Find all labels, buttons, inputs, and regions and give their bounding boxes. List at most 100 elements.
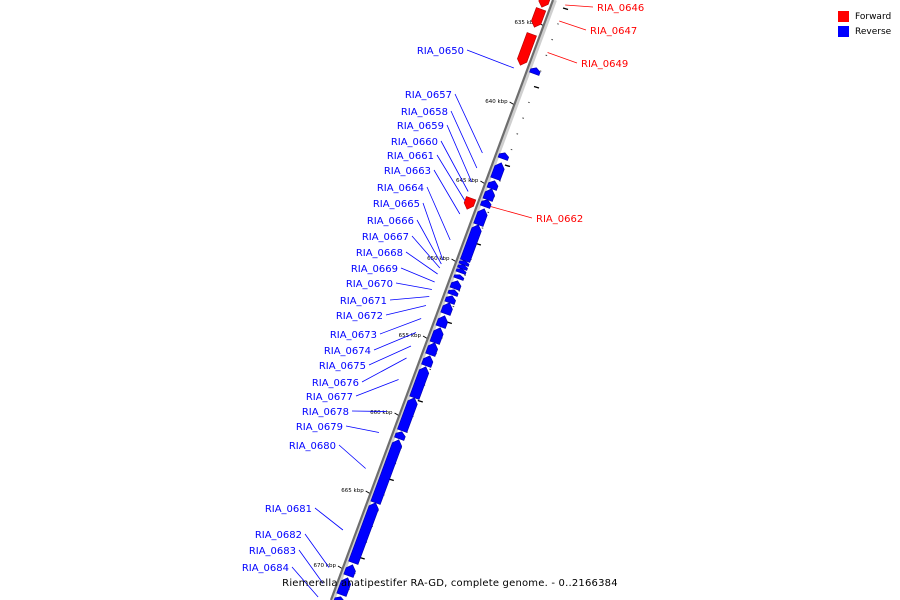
ruler-minor-tick (510, 148, 513, 151)
gene-label-RIA_0660: RIA_0660 (391, 137, 438, 148)
leader-RIA_0681 (314, 507, 344, 531)
gene-RIA_0672 (440, 302, 453, 316)
gene-labels: RIA_0646 RIA_0647 RIA_0649 RIA_0662 RIA_0650… (242, 3, 644, 574)
gene-RIA_0678 (397, 397, 418, 433)
gene-RIA_0650 (529, 67, 541, 76)
gene-label-RIA_0682: RIA_0682 (255, 530, 302, 541)
gene-RIA_0658 (490, 162, 505, 181)
ruler-label: 660 kbp (370, 410, 393, 416)
gene-label-RIA_0663: RIA_0663 (384, 166, 431, 177)
legend-forward: Forward (838, 9, 891, 24)
ruler-minor-tick (487, 211, 490, 214)
gene-RIA_0683 (336, 577, 352, 597)
ruler-minor-tick (551, 38, 554, 41)
gene-label-RIA_0647: RIA_0647 (590, 26, 637, 37)
ruler-minor-tick (516, 133, 519, 135)
gene-label-RIA_0657: RIA_0657 (405, 90, 452, 101)
ruler-minor-tick (464, 274, 466, 276)
leader-RIA_0665 (422, 202, 444, 261)
leader-RIA_0662 (490, 206, 533, 219)
legend-reverse: Reverse (838, 24, 891, 39)
ruler-minor-tick (452, 305, 455, 308)
ruler-minor-tick (539, 70, 542, 72)
leader-RIA_0683 (298, 549, 324, 584)
leader-RIA_0672 (385, 305, 427, 316)
leader-RIA_0647 (559, 20, 587, 31)
legend-forward-swatch (838, 11, 849, 22)
leader-RIA_0675 (368, 345, 412, 366)
ruler-label: 655 kbp (399, 333, 422, 339)
leader-RIA_0660 (440, 140, 469, 192)
gene-label-RIA_0664: RIA_0664 (377, 183, 424, 194)
leader-RIA_0684 (291, 566, 319, 598)
legend-forward-label: Forward (855, 11, 892, 22)
gene-label-RIA_0679: RIA_0679 (296, 422, 343, 433)
leader-RIA_0650 (466, 49, 514, 69)
gene-label-RIA_0669: RIA_0669 (351, 264, 398, 275)
legend-reverse-swatch (838, 26, 849, 37)
leader-RIA_0678 (351, 410, 387, 412)
gene-RIA_0682 (343, 564, 356, 578)
ruler-minor-tick (498, 180, 501, 182)
gene-RIA_0646 (538, 0, 551, 8)
leader-RIA_0673 (379, 318, 422, 335)
gene-RIA_0676 (421, 355, 434, 368)
gene-RIA_0667 (455, 268, 467, 275)
leader-RIA_0661 (436, 154, 466, 201)
backbone-shadow (331, 0, 557, 600)
ruler-label: 670 kbp (314, 563, 337, 569)
gene-RIA_0679 (394, 431, 406, 441)
gene-label-RIA_0667: RIA_0667 (362, 232, 409, 243)
gene-label-RIA_0683: RIA_0683 (249, 546, 296, 557)
ruler-minor-tick (481, 227, 484, 229)
gene-label-RIA_0646: RIA_0646 (597, 3, 644, 14)
leader-RIA_0669 (400, 267, 435, 283)
gene-label-RIA_0661: RIA_0661 (387, 151, 434, 162)
leader-RIA_0670 (395, 282, 432, 290)
ruler-minor-tick (522, 117, 525, 119)
gene-RIA_0662 (463, 196, 477, 210)
gene-RIA_0661 (479, 199, 492, 209)
backbone-line (329, 0, 555, 600)
legend-reverse-label: Reverse (855, 26, 892, 37)
gene-RIA_0649 (517, 32, 537, 66)
label-leader-lines (291, 4, 594, 598)
gene-label-RIA_0665: RIA_0665 (373, 199, 420, 210)
leader-RIA_0649 (547, 52, 578, 64)
gene-label-RIA_0672: RIA_0672 (336, 311, 383, 322)
leader-RIA_0676 (361, 357, 407, 383)
gene-label-RIA_0666: RIA_0666 (367, 216, 414, 227)
gene-RIA_0675 (425, 342, 438, 357)
gene-RIA_0681 (348, 502, 379, 565)
gene-label-RIA_0662: RIA_0662 (536, 214, 583, 225)
gene-label-RIA_0658: RIA_0658 (401, 107, 448, 118)
leader-RIA_0659 (446, 124, 473, 183)
leader-RIA_0657 (454, 93, 483, 154)
gene-RIA_0670 (447, 289, 459, 297)
leader-RIA_0646 (565, 4, 594, 8)
leader-RIA_0679 (345, 425, 380, 433)
genome-title: Riemerella anatipestifer RA-GD, complete… (282, 578, 618, 589)
gene-label-RIA_0659: RIA_0659 (397, 121, 444, 132)
gene-label-RIA_0676: RIA_0676 (312, 378, 359, 389)
ruler-tick (533, 85, 540, 89)
gene-label-RIA_0684: RIA_0684 (242, 563, 289, 574)
ruler-tick (504, 164, 511, 168)
gene-label-RIA_0671: RIA_0671 (340, 296, 387, 307)
gene-RIA_0647 (531, 7, 547, 28)
gene-label-RIA_0678: RIA_0678 (302, 407, 349, 418)
gene-RIA_0671 (444, 295, 456, 305)
gene-label-RIA_0675: RIA_0675 (319, 361, 366, 372)
leader-RIA_0671 (389, 296, 430, 301)
leader-RIA_0663 (433, 169, 461, 215)
gene-label-RIA_0674: RIA_0674 (324, 346, 371, 357)
gene-features (333, 0, 551, 600)
ruler-tick (417, 399, 424, 403)
gene-RIA_0668 (453, 274, 465, 281)
leader-RIA_0680 (338, 444, 366, 469)
ruler-minor-tick (545, 54, 548, 57)
gene-RIA_0684 (333, 596, 344, 600)
ruler-label: 635 kbp (514, 20, 537, 26)
ruler-tick (562, 7, 569, 11)
